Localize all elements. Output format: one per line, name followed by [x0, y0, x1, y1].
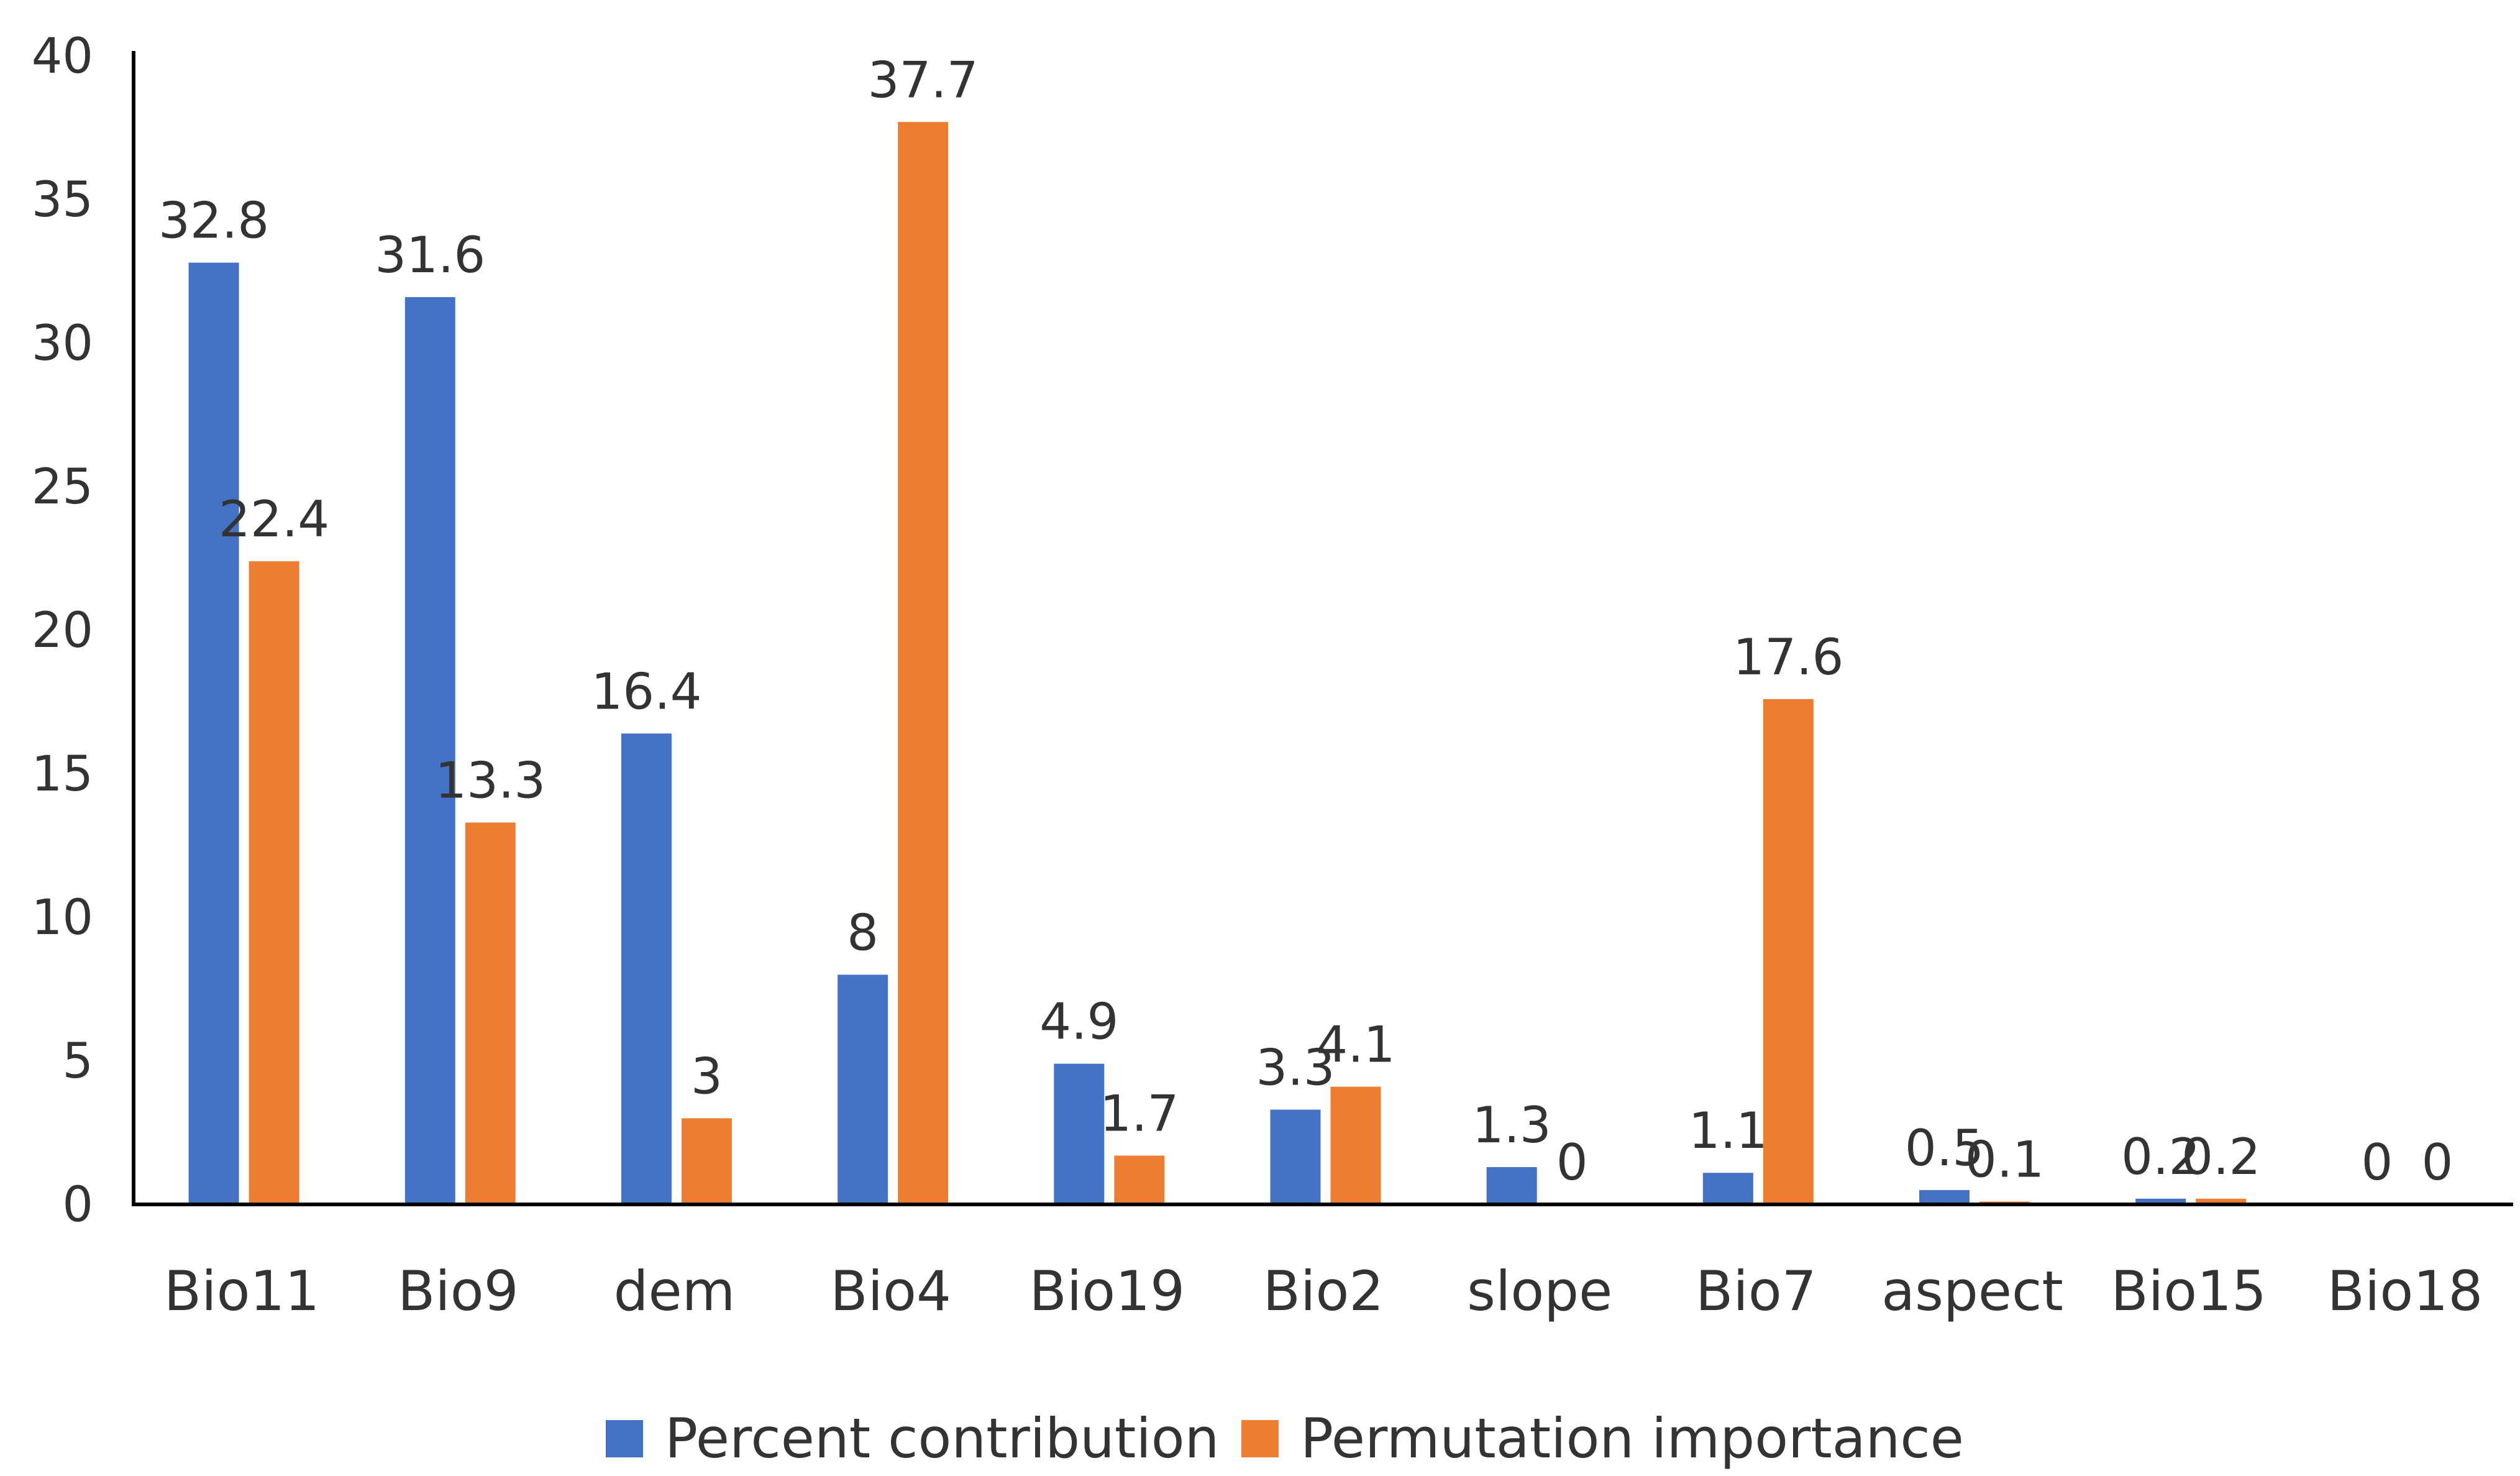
- x-category-label: dem: [614, 1259, 736, 1323]
- x-axis-categories: Bio11 Bio9 dem Bio4 Bio19 Bio2 slope Bio7 aspect…: [164, 1259, 2483, 1323]
- legend-label: Percent contribution: [665, 1406, 1219, 1470]
- data-label: 17.6: [1733, 628, 1843, 686]
- bar-permutation-importance-dem: [681, 1118, 732, 1204]
- y-tick-label: 20: [32, 603, 93, 659]
- bar-percent-contribution-slope: [1486, 1167, 1537, 1204]
- data-label: 37.7: [868, 51, 979, 109]
- data-label: 3: [691, 1047, 723, 1105]
- x-category-label: Bio11: [164, 1259, 320, 1323]
- legend-swatch: [606, 1420, 643, 1457]
- bar-percent-contribution-bio15: [2135, 1198, 2186, 1204]
- data-label: 32.8: [158, 192, 269, 250]
- data-label: 4.1: [1316, 1016, 1395, 1074]
- y-tick-label: 25: [32, 459, 93, 515]
- x-category-label: slope: [1467, 1259, 1612, 1323]
- data-label: 22.4: [219, 490, 329, 548]
- bar-permutation-importance-bio7: [1763, 699, 1814, 1204]
- bar-permutation-importance-bio9: [465, 822, 516, 1204]
- x-category-label: Bio18: [2327, 1259, 2483, 1323]
- y-tick-label: 0: [62, 1177, 93, 1233]
- data-label: 0.2: [2121, 1128, 2200, 1186]
- bar-percent-contribution-bio2: [1270, 1109, 1321, 1204]
- x-category-label: Bio9: [398, 1259, 519, 1323]
- bar-permutation-importance-bio4: [898, 122, 949, 1204]
- data-label: 13.3: [435, 752, 546, 810]
- x-category-label: Bio15: [2111, 1259, 2267, 1323]
- x-category-label: Bio7: [1696, 1259, 1817, 1323]
- data-label: 0: [2421, 1134, 2453, 1191]
- bar-permutation-importance-bio19: [1114, 1155, 1165, 1204]
- x-category-label: Bio19: [1029, 1259, 1185, 1323]
- bars: [132, 122, 2513, 1206]
- bar-percent-contribution-bio9: [404, 297, 455, 1205]
- bar-permutation-importance-bio11: [249, 561, 299, 1204]
- data-label: 4.9: [1039, 993, 1118, 1051]
- bar-percent-contribution-bio19: [1054, 1063, 1105, 1204]
- bar-percent-contribution-bio7: [1702, 1173, 1753, 1204]
- y-tick-label: 15: [32, 746, 93, 802]
- legend-label: Permutation importance: [1300, 1406, 1964, 1470]
- data-label: 1.3: [1472, 1096, 1551, 1154]
- x-category-label: Bio2: [1263, 1259, 1384, 1323]
- data-label: 3.3: [1256, 1039, 1335, 1097]
- data-labels: 32.8 31.6 16.4 8 4.9 3.3 1.3 1.1 0.5 0.2 0 22.4 13.3…: [158, 51, 2453, 1191]
- data-label: 0.2: [2181, 1128, 2260, 1186]
- data-label: 0.1: [1965, 1130, 2044, 1188]
- y-tick-label: 30: [32, 316, 93, 372]
- data-label: 0: [2361, 1134, 2393, 1191]
- data-label: 8: [847, 904, 879, 961]
- y-axis: 0 5 10 15 20 25 30 35 40: [32, 29, 135, 1233]
- x-category-label: aspect: [1881, 1259, 2063, 1323]
- y-tick-label: 10: [32, 890, 93, 946]
- bar-percent-contribution-dem: [621, 733, 672, 1204]
- data-label: 1.1: [1689, 1102, 1768, 1160]
- y-tick-label: 5: [62, 1034, 93, 1089]
- data-label: 0: [1556, 1134, 1588, 1191]
- legend-swatch: [1241, 1420, 1279, 1457]
- data-label: 16.4: [591, 662, 701, 720]
- bar-permutation-importance-bio15: [2196, 1198, 2247, 1204]
- data-label: 31.6: [375, 226, 485, 284]
- legend: Percent contribution Permutation importan…: [606, 1406, 1964, 1470]
- y-tick-label: 40: [32, 29, 93, 85]
- data-label: 0.5: [1905, 1119, 1984, 1177]
- bar-percent-contribution-bio4: [838, 974, 888, 1204]
- x-category-label: Bio4: [830, 1259, 951, 1323]
- bar-percent-contribution-bio11: [188, 262, 239, 1204]
- data-label: 1.7: [1100, 1084, 1179, 1142]
- bar-permutation-importance-bio2: [1330, 1086, 1381, 1204]
- bar-percent-contribution-aspect: [1919, 1190, 1970, 1204]
- y-tick-label: 35: [32, 172, 93, 228]
